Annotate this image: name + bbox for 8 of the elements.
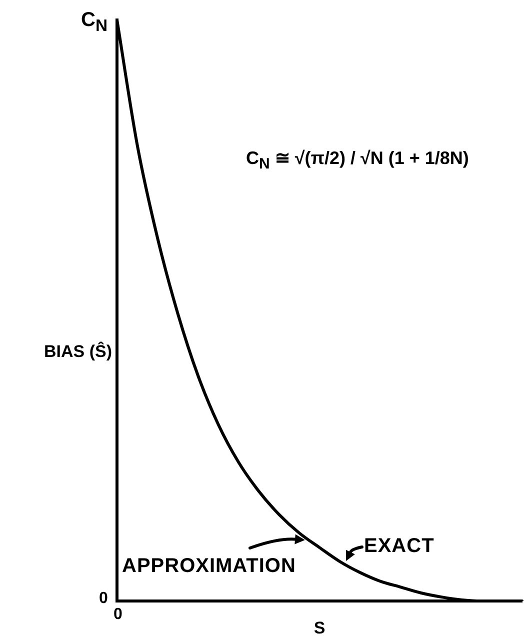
annotation: C$_{N}$ ≅ √(π/2) / √N (1 + 1/8N): [246, 148, 469, 172]
text: 0: [114, 606, 122, 624]
annotation: APPROXIMATION: [122, 554, 296, 578]
text: 0: [99, 590, 108, 608]
y-axis-title: BIAS (Ŝ): [44, 342, 112, 362]
x-axis-title: S: [314, 618, 326, 638]
text: C$_{N}$: [81, 9, 108, 36]
annotation: EXACT: [364, 534, 434, 558]
